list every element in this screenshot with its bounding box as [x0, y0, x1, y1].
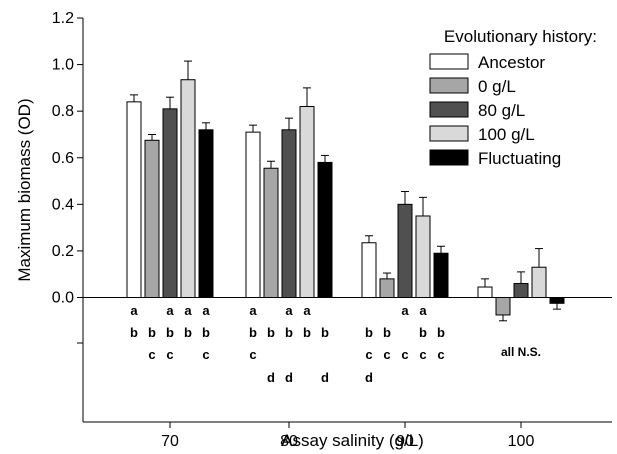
y-tick-label: 0.0 [52, 290, 74, 307]
x-axis-title: Assay salinity (g/L) [281, 431, 424, 450]
y-tick-label: 0.2 [52, 243, 74, 260]
bar [531, 266, 547, 298]
y-tick-label: 0.8 [52, 103, 74, 120]
bar [263, 167, 279, 298]
legend-label: Ancestor [478, 53, 545, 72]
significance-letter: c [202, 347, 209, 362]
bar [162, 108, 178, 299]
significance-letter: b [249, 325, 257, 340]
significance-letter: b [285, 325, 293, 340]
significance-letter: d [365, 370, 373, 385]
legend-swatch [429, 125, 469, 142]
legend-swatch [429, 53, 469, 70]
significance-letter: c [365, 347, 372, 362]
bar [361, 242, 377, 299]
significance-letter: c [437, 347, 444, 362]
y-tick-label: 0.6 [52, 150, 74, 167]
bar [513, 283, 529, 298]
legend-swatch [429, 101, 469, 118]
x-tick-label: 80 [280, 433, 298, 450]
legend-swatch [429, 149, 469, 166]
significance-letter: b [437, 325, 445, 340]
bar [180, 79, 196, 298]
significance-letter: b [148, 325, 156, 340]
bar [144, 139, 160, 298]
y-axis-title: Maximum biomass (OD) [15, 98, 34, 281]
significance-letter: a [184, 303, 192, 318]
bar [495, 297, 511, 316]
legend-label: Fluctuating [478, 149, 561, 168]
significance-letter: c [401, 347, 408, 362]
bar [299, 106, 315, 298]
significance-letter: b [166, 325, 174, 340]
legend-title: Evolutionary history: [444, 27, 597, 46]
significance-letter: b [130, 325, 138, 340]
y-tick-label: 0.4 [52, 196, 74, 213]
significance-letter: a [249, 303, 257, 318]
significance-letter: a [401, 303, 409, 318]
significance-letter: d [267, 370, 275, 385]
legend-label: 80 g/L [478, 101, 525, 120]
significance-letter: a [130, 303, 138, 318]
bar [281, 129, 297, 298]
significance-letter: c [419, 347, 426, 362]
significance-letter: a [303, 303, 311, 318]
significance-letter: b [202, 325, 210, 340]
significance-letter: b [184, 325, 192, 340]
significance-letter: b [321, 325, 329, 340]
bar [245, 131, 261, 298]
significance-letter: a [202, 303, 210, 318]
legend-label: 100 g/L [478, 125, 535, 144]
significance-letter: d [285, 370, 293, 385]
bar [317, 161, 333, 298]
x-tick-label: 90 [396, 433, 414, 450]
y-tick-label: 1.2 [52, 10, 74, 27]
significance-letter: b [267, 325, 275, 340]
significance-letter: c [166, 347, 173, 362]
significance-letter: b [419, 325, 427, 340]
bar [549, 297, 565, 304]
bar [415, 215, 431, 299]
significance-letter: c [148, 347, 155, 362]
bar [198, 129, 214, 298]
significance-letter: b [303, 325, 311, 340]
significance-letter: c [383, 347, 390, 362]
significance-letter: c [249, 347, 256, 362]
significance-letter: a [419, 303, 427, 318]
bar [433, 252, 449, 298]
significance-letter: d [321, 370, 329, 385]
bar [477, 286, 493, 298]
bar [126, 101, 142, 298]
significance-note: all N.S. [501, 345, 541, 359]
significance-letter: b [383, 325, 391, 340]
bar [397, 203, 413, 298]
x-tick-label: 100 [508, 433, 535, 450]
significance-letter: a [166, 303, 174, 318]
bar [379, 278, 395, 299]
y-tick-label: 1.0 [52, 57, 74, 74]
significance-letter: b [365, 325, 373, 340]
legend-label: 0 g/L [478, 77, 516, 96]
legend-swatch [429, 77, 469, 94]
x-tick-label: 70 [161, 433, 179, 450]
significance-letter: a [285, 303, 293, 318]
